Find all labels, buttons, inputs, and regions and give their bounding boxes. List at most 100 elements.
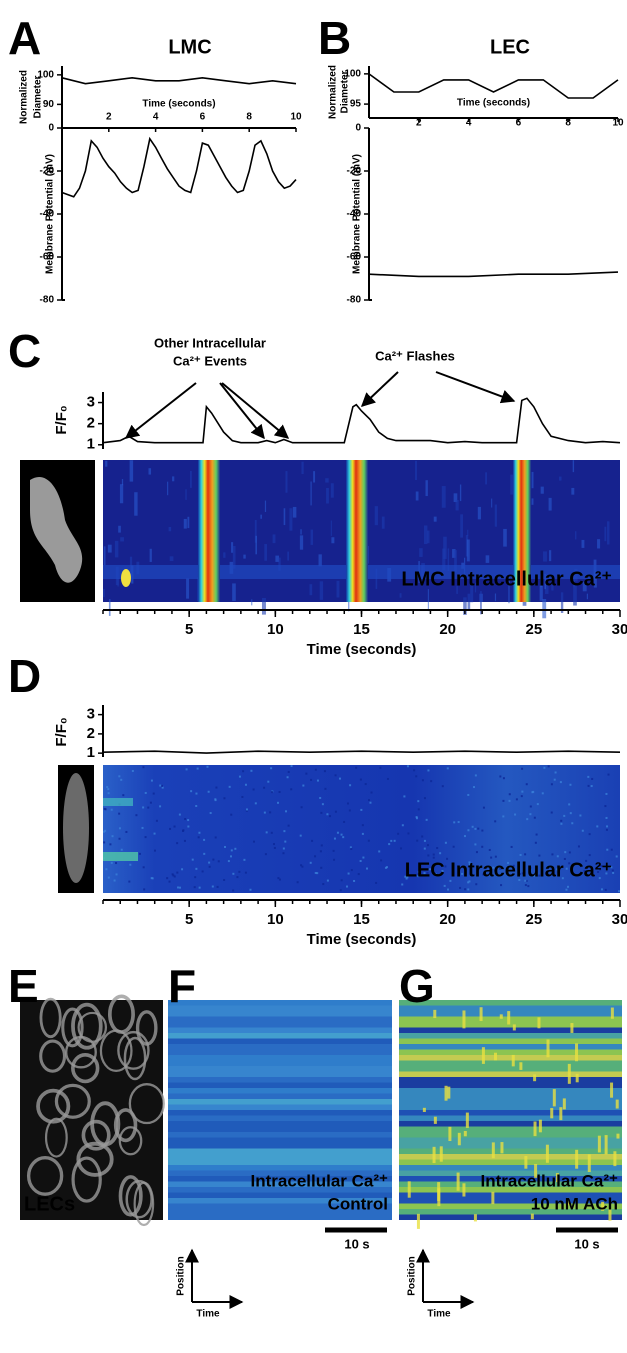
texture — [604, 888, 607, 891]
annotation-arrows — [124, 371, 516, 440]
texture — [334, 774, 337, 777]
texture — [550, 783, 553, 786]
texture — [488, 848, 491, 851]
texture — [332, 849, 335, 852]
texture — [299, 535, 304, 550]
texture — [176, 842, 179, 845]
stripe — [399, 1066, 622, 1072]
texture — [340, 879, 343, 882]
spark — [494, 1052, 498, 1061]
arrow-label: Position — [176, 1256, 187, 1295]
cell — [123, 1036, 147, 1081]
texture — [290, 788, 293, 791]
heatmap-label: Intracellular Ca²⁺ — [481, 1171, 618, 1190]
texture — [607, 521, 610, 545]
texture — [477, 827, 480, 830]
texture — [249, 888, 252, 891]
texture — [443, 536, 447, 559]
texture — [416, 839, 419, 842]
texture — [547, 765, 550, 768]
cell — [71, 1156, 102, 1203]
texture — [399, 593, 402, 598]
texture — [468, 861, 471, 864]
texture — [339, 889, 342, 892]
texture — [566, 885, 569, 888]
texture — [518, 873, 521, 876]
spark — [575, 1043, 579, 1062]
texture — [349, 846, 352, 849]
texture — [269, 811, 272, 814]
texture — [149, 801, 152, 804]
cell — [36, 1088, 71, 1124]
texture — [302, 784, 305, 787]
texture — [129, 863, 132, 866]
texture — [553, 778, 556, 781]
texture — [439, 852, 442, 855]
texture — [467, 888, 470, 891]
texture — [131, 769, 134, 772]
texture — [540, 486, 544, 494]
texture — [232, 872, 235, 875]
texture — [529, 866, 532, 869]
texture — [103, 852, 138, 861]
x-axis-label: Time (seconds) — [307, 641, 417, 658]
texture — [538, 874, 541, 877]
texture — [153, 849, 156, 852]
texture — [556, 855, 559, 858]
texture — [524, 853, 527, 856]
cell-shape — [30, 476, 83, 583]
spark — [570, 1023, 574, 1033]
texture — [542, 598, 547, 619]
texture — [250, 769, 253, 772]
heatmap-label: LMC Intracellular Ca²⁺ — [401, 568, 612, 590]
texture — [521, 790, 524, 793]
texture — [166, 877, 169, 880]
texture — [502, 799, 505, 802]
stripe — [168, 1132, 392, 1138]
y-axis-label: Diameter — [33, 76, 44, 119]
trace — [368, 73, 619, 99]
texture — [120, 778, 123, 781]
texture — [577, 845, 580, 848]
spark — [546, 1039, 550, 1058]
texture — [232, 545, 236, 569]
texture — [264, 544, 268, 561]
texture — [334, 810, 337, 813]
texture — [300, 806, 303, 809]
y-tick-label: 100 — [344, 69, 361, 80]
texture — [141, 826, 144, 829]
texture — [568, 803, 571, 806]
cell — [71, 1002, 103, 1050]
texture — [198, 831, 201, 834]
panel-label: F — [168, 960, 196, 1012]
spark — [499, 1014, 503, 1019]
texture — [227, 860, 230, 863]
spark — [432, 1146, 436, 1164]
y-tick-label: -80 — [347, 295, 362, 306]
stripe — [399, 1011, 622, 1017]
texture — [379, 766, 382, 769]
x-tick-label: 10 — [267, 911, 284, 928]
texture — [417, 808, 420, 811]
texture — [350, 869, 353, 872]
texture — [314, 871, 317, 874]
texture — [144, 791, 147, 794]
stripe — [399, 1159, 622, 1165]
texture — [252, 788, 255, 791]
texture — [178, 813, 181, 816]
texture — [403, 795, 406, 798]
stripe — [399, 1170, 622, 1176]
texture — [278, 790, 281, 793]
texture — [236, 876, 239, 879]
texture — [357, 873, 360, 876]
texture — [367, 839, 370, 842]
texture — [325, 478, 329, 483]
texture — [507, 861, 510, 864]
texture — [423, 847, 426, 850]
texture — [590, 785, 593, 788]
texture — [184, 818, 187, 821]
texture — [142, 766, 145, 769]
texture — [310, 778, 313, 781]
stripe — [168, 1203, 392, 1209]
texture — [217, 860, 220, 863]
